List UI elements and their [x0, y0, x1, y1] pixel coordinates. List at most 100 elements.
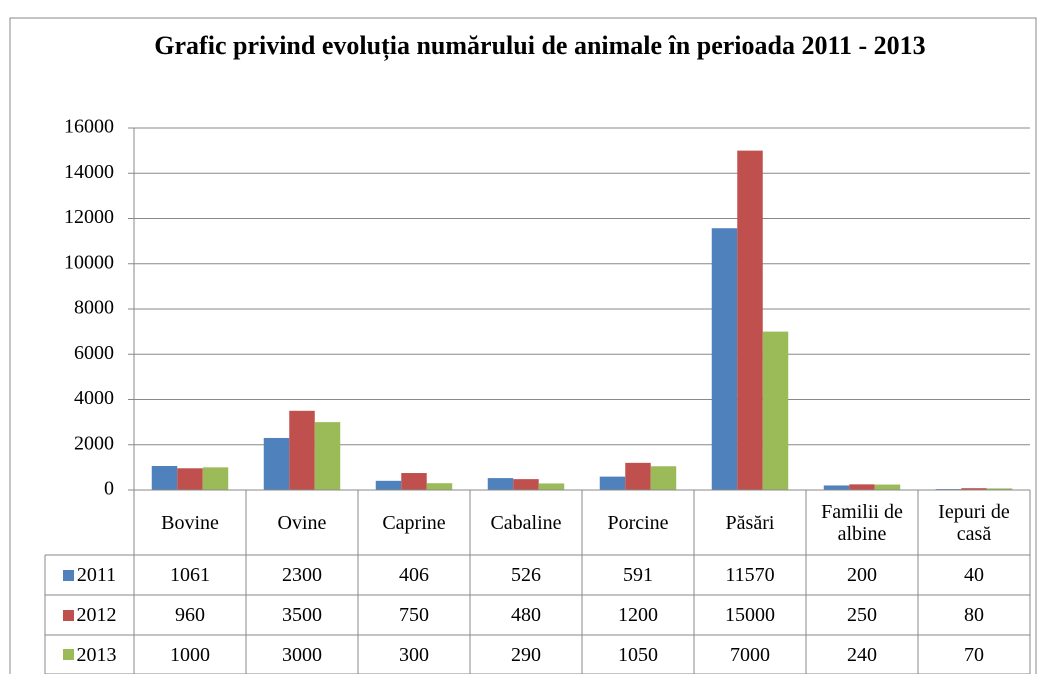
bar: [487, 478, 514, 490]
table-value: 1061: [134, 555, 246, 595]
table-value: 200: [806, 555, 918, 595]
bar: [202, 467, 229, 490]
bar: [538, 483, 565, 490]
table-value: 15000: [694, 595, 806, 635]
table-value: 290: [470, 635, 582, 674]
table-value-text: 40: [964, 564, 984, 586]
table-value-text: 1000: [170, 643, 210, 666]
legend-entry: 2013: [45, 635, 134, 674]
x-tick-label: Caprine: [361, 490, 467, 555]
x-tick-label-text: Bovine: [161, 511, 219, 534]
table-value: 240: [806, 635, 918, 674]
bar: [650, 466, 677, 490]
x-tick-label: Iepuri de casă: [921, 490, 1027, 555]
bar: [263, 437, 290, 490]
x-tick-label-text: Porcine: [607, 511, 669, 534]
y-tick-label: 8000: [74, 297, 114, 319]
legend-key: [62, 569, 74, 581]
bar: [762, 331, 789, 490]
table-value: 1000: [134, 635, 246, 674]
x-tick-label: Familii de albine: [809, 490, 915, 555]
x-tick-label-text: Caprine: [382, 511, 446, 534]
table-value-text: 250: [847, 604, 877, 626]
table-value: 480: [470, 595, 582, 635]
table-value-text: 750: [399, 604, 429, 626]
table-value: 1200: [582, 595, 694, 635]
bar: [711, 228, 738, 490]
table-value: 406: [358, 555, 470, 595]
table-value: 40: [918, 555, 1030, 595]
bar: [849, 484, 875, 490]
bar: [375, 480, 402, 490]
bar: [177, 468, 203, 490]
table-value: 80: [918, 595, 1030, 635]
bar: [986, 488, 1013, 490]
bar: [289, 410, 315, 490]
table-value-text: 240: [847, 643, 877, 666]
table-value: 960: [134, 595, 246, 635]
table-value-text: 2300: [282, 564, 322, 586]
y-tick-label: 10000: [64, 251, 114, 273]
table-value: 70: [918, 635, 1030, 674]
table-value: 750: [358, 595, 470, 635]
x-tick-label-text: Cabaline: [490, 511, 562, 534]
table-value: 526: [470, 555, 582, 595]
table-value-text: 300: [399, 643, 429, 666]
table-value-text: 290: [511, 643, 541, 666]
x-tick-label: Ovine: [249, 490, 355, 555]
x-tick-label-text: Familii de albine: [821, 500, 903, 545]
bar: [737, 150, 763, 490]
table-value-text: 1061: [170, 564, 210, 586]
bar: [401, 473, 427, 490]
y-tick-label: 12000: [64, 206, 114, 228]
x-tick-label: Porcine: [585, 490, 691, 555]
table-value: 1050: [582, 635, 694, 674]
table-value: 300: [358, 635, 470, 674]
y-tick-label: 2000: [74, 432, 114, 454]
table-value: 11570: [694, 555, 806, 595]
bar: [314, 422, 341, 490]
table-value: 591: [582, 555, 694, 595]
table-value-text: 406: [399, 564, 429, 586]
table-value: 3500: [246, 595, 358, 635]
bar: [599, 476, 626, 490]
y-tick-label: 0: [104, 478, 114, 500]
x-tick-label: Bovine: [137, 490, 243, 555]
table-value-text: 1200: [618, 604, 658, 626]
bar: [961, 488, 987, 490]
x-tick-label-text: Ovine: [277, 511, 327, 534]
table-value-text: 591: [623, 564, 653, 586]
legend-key: [62, 609, 74, 621]
table-value-text: 11570: [725, 564, 775, 586]
table-value-text: 1050: [618, 643, 658, 666]
table-value-text: 70: [964, 643, 984, 666]
table-value: 3000: [246, 635, 358, 674]
table-value: 2300: [246, 555, 358, 595]
bar: [625, 462, 651, 490]
table-value-text: 200: [847, 564, 877, 586]
table-value-text: 80: [964, 604, 984, 626]
legend-entry-text: 2011: [76, 564, 117, 586]
table-value-text: 3000: [282, 643, 322, 666]
bar: [426, 483, 453, 490]
table-value-text: 15000: [725, 604, 775, 626]
table-value-text: 960: [175, 604, 205, 626]
bar: [513, 479, 539, 490]
x-tick-label-text: Iepuri de casă: [938, 500, 1010, 545]
table-value: 250: [806, 595, 918, 635]
x-tick-label-text: Păsări: [725, 511, 775, 534]
x-tick-label: Cabaline: [473, 490, 579, 555]
legend-entry-text: 2013: [76, 643, 117, 666]
bar: [823, 485, 850, 490]
chart-border: [9, 17, 1037, 674]
y-tick-label: 14000: [64, 161, 114, 183]
legend-entry-text: 2012: [76, 604, 117, 626]
y-tick-label: 4000: [74, 387, 114, 409]
chart-title: Grafic privind evoluția numărului de ani…: [154, 31, 926, 60]
table-value-text: 7000: [730, 643, 770, 666]
x-tick-label: Păsări: [697, 490, 803, 555]
legend-entry: 2012: [45, 595, 134, 635]
table-value-text: 3500: [282, 604, 322, 626]
